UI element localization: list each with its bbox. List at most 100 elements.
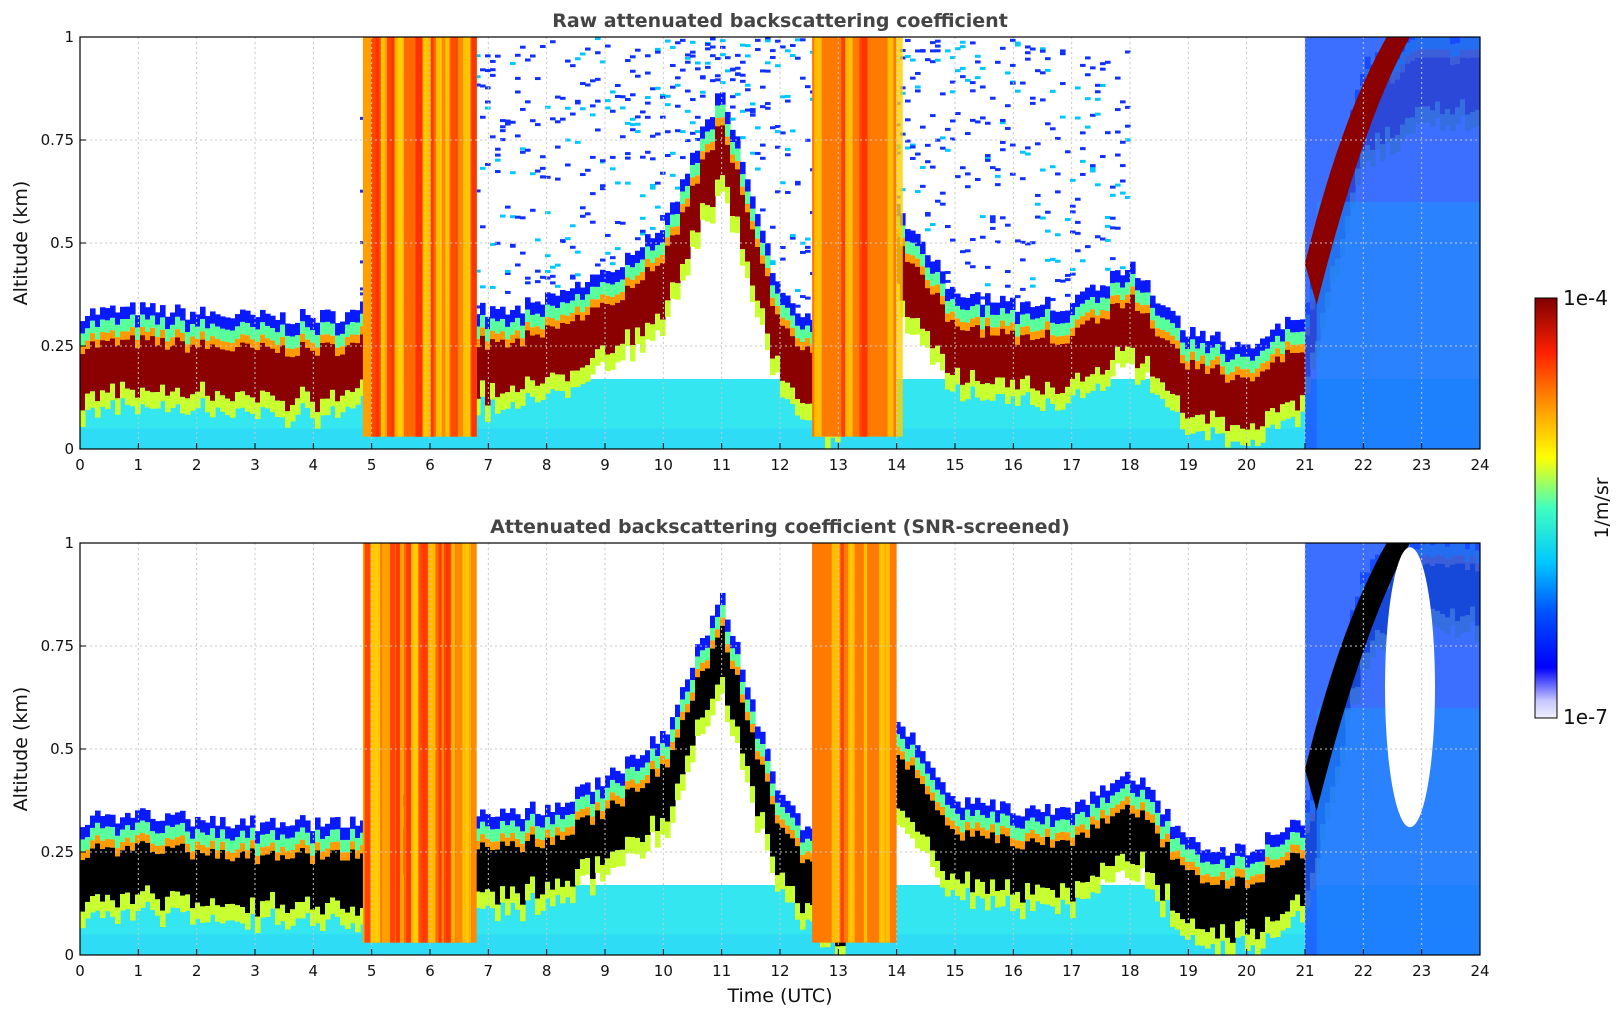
- profile-cell: [665, 246, 671, 301]
- profile-cell: [260, 847, 266, 855]
- noise-cell: [710, 54, 716, 57]
- profile-cell: [1110, 296, 1116, 304]
- profile-cell: [570, 371, 576, 387]
- profile-cell: [1060, 311, 1066, 323]
- profile-cell: [575, 315, 581, 371]
- noise-cell: [1045, 69, 1051, 72]
- profile-cell: [575, 307, 581, 315]
- profile-cell: [310, 864, 316, 910]
- noise-cell: [535, 77, 541, 80]
- profile-cell: [905, 317, 911, 333]
- profile-cell: [575, 787, 581, 799]
- profile-cell: [550, 824, 556, 836]
- profile-cell: [740, 682, 746, 694]
- profile-cell: [725, 145, 731, 187]
- profile-cell: [520, 326, 526, 338]
- noise-cell: [965, 185, 971, 188]
- profile-cell: [580, 368, 586, 384]
- profile-cell: [535, 899, 541, 915]
- profile-cell: [1140, 778, 1146, 790]
- profile-cell: [540, 848, 546, 894]
- profile-cell: [100, 902, 106, 918]
- profile-cell: [660, 818, 666, 834]
- profile-cell: [1175, 395, 1181, 411]
- profile-cell: [660, 255, 666, 263]
- noise-cell: [955, 47, 961, 50]
- profile-cell: [645, 323, 651, 339]
- noise-cell: [695, 67, 701, 70]
- profile-cell: [115, 345, 121, 398]
- profile-cell: [1170, 394, 1176, 410]
- profile-cell: [1155, 303, 1161, 315]
- noise-cell: [780, 181, 786, 184]
- profile-cell: [290, 349, 296, 357]
- profile-cell: [1165, 332, 1171, 340]
- profile-cell: [320, 322, 326, 334]
- profile-cell: [95, 835, 101, 843]
- profile-cell: [955, 318, 961, 326]
- profile-cell: [940, 354, 946, 370]
- profile-cell: [900, 751, 906, 759]
- profile-cell: [545, 377, 551, 393]
- profile-cell: [1125, 347, 1131, 363]
- noise-cell: [930, 49, 936, 52]
- profile-cell: [625, 278, 631, 286]
- opaque-streak: [406, 543, 411, 943]
- profile-cell: [1050, 827, 1056, 839]
- profile-cell: [1240, 369, 1246, 377]
- noise-cell: [1095, 90, 1101, 93]
- noise-cell: [785, 153, 791, 156]
- profile-cell: [770, 771, 776, 783]
- profile-cell: [695, 232, 701, 248]
- profile-cell: [330, 324, 336, 336]
- profile-cell: [770, 796, 776, 804]
- noise-cell: [690, 51, 696, 54]
- profile-cell: [760, 308, 766, 324]
- profile-cell: [555, 329, 561, 375]
- noise-cell: [1105, 216, 1111, 219]
- profile-cell: [565, 881, 571, 897]
- profile-cell: [675, 283, 681, 299]
- profile-cell: [325, 903, 331, 919]
- profile-cell: [955, 826, 961, 834]
- noise-cell: [1040, 71, 1046, 74]
- noise-cell: [905, 55, 911, 58]
- profile-cell: [345, 312, 351, 324]
- profile-cell: [905, 770, 911, 818]
- profile-cell: [1075, 319, 1081, 327]
- noise-cell: [1000, 119, 1006, 122]
- profile-cell: [285, 839, 291, 851]
- profile-cell: [1025, 376, 1031, 392]
- noise-cell: [1105, 268, 1111, 271]
- profile-cell: [620, 300, 626, 344]
- noise-cell: [525, 149, 531, 152]
- profile-cell: [1190, 919, 1196, 935]
- profile-cell: [560, 290, 566, 302]
- noise-cell: [640, 217, 646, 220]
- profile-cell: [790, 328, 796, 336]
- profile-cell: [1135, 797, 1141, 809]
- profile-cell: [1085, 882, 1091, 898]
- profile-cell: [1240, 878, 1246, 920]
- profile-cell: [195, 314, 201, 326]
- profile-cell: [505, 846, 511, 899]
- panel-title: Raw attenuated backscattering coefficien…: [552, 10, 1008, 32]
- profile-cell: [125, 825, 131, 837]
- profile-cell: [1275, 867, 1281, 920]
- noise-cell: [645, 96, 651, 99]
- profile-cell: [1175, 913, 1181, 929]
- profile-cell: [295, 356, 301, 398]
- profile-cell: [1135, 865, 1141, 881]
- profile-cell: [270, 892, 276, 908]
- profile-cell: [740, 195, 746, 249]
- profile-cell: [735, 654, 741, 666]
- profile-cell: [85, 858, 91, 902]
- profile-cell: [1000, 329, 1006, 378]
- profile-cell: [990, 832, 996, 879]
- profile-cell: [1095, 291, 1101, 303]
- profile-cell: [185, 398, 191, 414]
- noise-cell: [770, 226, 776, 229]
- profile-cell: [755, 727, 761, 739]
- profile-cell: [740, 694, 746, 702]
- profile-cell: [1115, 856, 1121, 872]
